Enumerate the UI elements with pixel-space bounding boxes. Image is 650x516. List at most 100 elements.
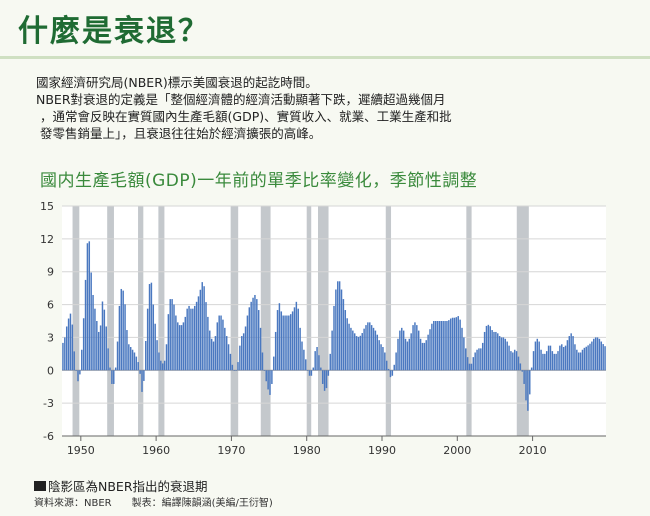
bar <box>604 346 606 371</box>
bar <box>175 315 177 371</box>
bar <box>97 331 100 371</box>
recession-band <box>138 206 144 436</box>
bar <box>455 317 458 371</box>
bar <box>256 299 258 371</box>
bar <box>577 352 580 371</box>
bar <box>487 324 490 371</box>
bar <box>180 325 183 371</box>
bar <box>342 299 345 371</box>
bar <box>124 304 126 371</box>
bar <box>143 370 145 381</box>
bar <box>259 327 262 371</box>
bar <box>154 323 156 371</box>
bar <box>506 341 508 371</box>
bar <box>465 348 467 371</box>
bar <box>158 352 160 371</box>
bar <box>269 370 271 395</box>
bar <box>395 352 397 371</box>
bar <box>331 330 333 371</box>
bar <box>167 314 170 371</box>
bar <box>489 326 491 371</box>
bar <box>497 333 499 371</box>
bar <box>327 370 330 376</box>
bar <box>419 338 422 371</box>
bar <box>229 353 232 371</box>
bar <box>525 370 527 401</box>
bar <box>583 347 586 371</box>
bar <box>589 343 591 371</box>
bar <box>425 340 427 371</box>
bar <box>579 352 582 371</box>
bar <box>126 330 128 371</box>
bar <box>500 337 503 371</box>
bar <box>233 370 235 371</box>
y-tick-label: 3 <box>47 331 54 344</box>
bar <box>350 327 352 371</box>
bar <box>399 330 401 371</box>
bar <box>197 296 200 371</box>
recession-band <box>318 206 329 436</box>
bar <box>355 336 358 371</box>
bar <box>515 351 518 371</box>
bar <box>602 344 604 371</box>
bar <box>225 336 228 371</box>
page-title: 什麼是衰退？ <box>18 14 210 49</box>
bar <box>344 310 347 371</box>
bar <box>476 349 478 371</box>
bar <box>544 353 546 371</box>
bar <box>442 321 444 371</box>
bar <box>312 367 315 371</box>
bar <box>459 319 461 371</box>
bars-group <box>62 241 606 411</box>
bar <box>408 338 411 371</box>
bar <box>340 289 343 371</box>
y-tick-label: 15 <box>40 200 54 213</box>
bar <box>111 370 113 384</box>
bar <box>178 325 181 371</box>
bar <box>468 363 471 371</box>
bar <box>545 351 548 371</box>
bar <box>88 241 91 371</box>
bar <box>163 360 166 371</box>
legend-swatch <box>34 480 46 491</box>
recession-band <box>385 206 392 436</box>
bar <box>513 349 516 371</box>
bar <box>248 307 251 371</box>
bar <box>323 370 326 391</box>
bar <box>267 370 269 390</box>
bar <box>335 289 337 371</box>
bar <box>587 345 589 371</box>
bar <box>193 305 196 371</box>
bar <box>436 321 439 371</box>
legend-label: 陰影區為NBER指出的衰退期 <box>48 479 208 494</box>
y-tick-label: 6 <box>47 299 54 312</box>
bar <box>378 340 380 371</box>
bar <box>596 337 599 371</box>
y-tick-label: 0 <box>47 364 54 377</box>
bar <box>128 344 130 371</box>
recession-band <box>516 206 529 436</box>
bar <box>429 329 431 371</box>
bar <box>113 370 115 384</box>
bar <box>542 353 544 371</box>
bar <box>79 370 81 375</box>
bar <box>263 370 266 371</box>
bar <box>122 290 124 371</box>
bar <box>105 326 107 371</box>
bar <box>235 370 237 371</box>
bar <box>530 367 533 371</box>
bar <box>90 272 92 371</box>
bar <box>572 336 574 371</box>
bar <box>384 352 386 371</box>
bar <box>478 348 480 371</box>
bar <box>86 243 89 371</box>
bar <box>214 336 217 371</box>
bar <box>510 351 512 371</box>
bar <box>329 353 331 371</box>
bar <box>448 320 450 371</box>
y-tick-label: 9 <box>47 266 54 279</box>
bar <box>600 341 603 371</box>
bar <box>62 342 64 371</box>
bar <box>393 364 395 371</box>
bar <box>529 370 531 395</box>
